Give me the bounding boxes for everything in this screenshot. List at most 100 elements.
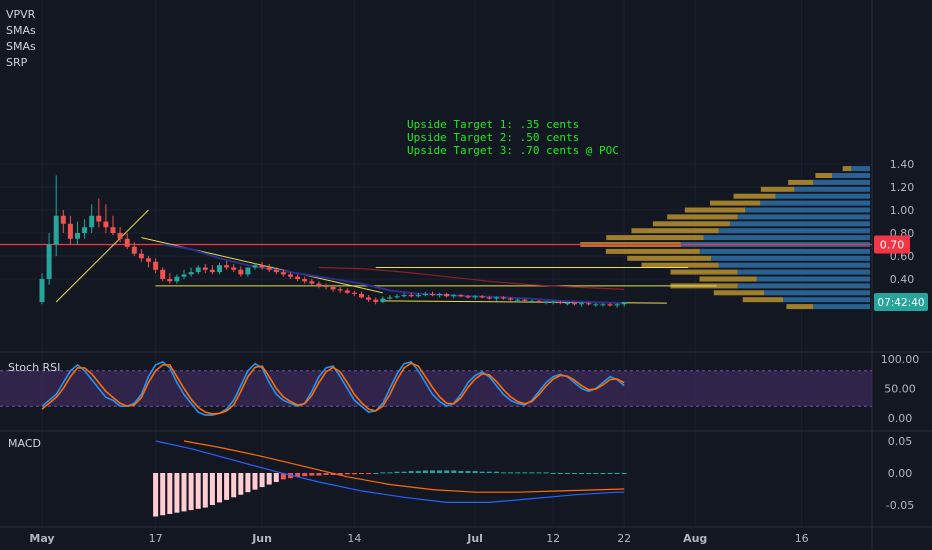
vp-bar-up <box>794 186 870 192</box>
candle-body <box>309 281 315 284</box>
macd-hist-bar <box>238 473 244 495</box>
countdown-tag <box>874 293 928 311</box>
macd-hist-bar <box>295 473 301 477</box>
candle-body <box>522 299 528 301</box>
macd-hist-bar <box>493 471 499 473</box>
vp-bar-up <box>832 173 870 178</box>
candle-body <box>153 261 159 270</box>
macd-hist-bar <box>522 472 528 474</box>
candle-body <box>89 215 95 228</box>
candle-body <box>479 296 485 298</box>
macd-hist-bar <box>245 473 251 493</box>
candle-body <box>124 238 130 247</box>
time-tick-label: 22 <box>617 532 631 545</box>
indicator-srp[interactable]: SRP <box>6 56 28 69</box>
candle-body <box>252 265 258 268</box>
candle-body <box>245 267 251 275</box>
candlesticks[interactable] <box>39 175 627 308</box>
vp-bar-down <box>670 269 738 275</box>
candle-body <box>593 304 599 306</box>
vp-bar-up <box>718 228 870 234</box>
candle-body <box>316 283 322 286</box>
indicator-vpvr[interactable]: VPVR <box>6 8 36 21</box>
time-tick-label: Jul <box>466 532 483 545</box>
macd-hist-bar <box>217 473 222 503</box>
macd-hist-bar <box>437 470 443 473</box>
macd-hist-bar <box>444 470 450 473</box>
price-axis[interactable]: 1.401.201.000.800.600.400.7007:42:40100.… <box>874 158 928 512</box>
vp-bar-down <box>605 248 700 254</box>
vp-bar-down <box>815 173 833 178</box>
candle-body <box>231 267 237 270</box>
macd-hist-bar <box>422 470 428 473</box>
macd-hist-bar <box>188 473 194 511</box>
vp-bar-up <box>745 207 870 213</box>
candle-body <box>387 297 393 299</box>
vp-bar-down <box>709 200 761 206</box>
stoch-tick-label: 0.00 <box>888 412 913 425</box>
upside-target-3: Upside Target 3: .70 cents @ POC <box>407 144 619 157</box>
candle-body <box>451 295 457 297</box>
vp-bar-up <box>718 262 870 268</box>
macd-pane <box>153 440 627 517</box>
signal-line <box>183 440 625 493</box>
candle-body <box>444 293 450 297</box>
candle-body <box>266 267 272 270</box>
macd-hist-bar <box>593 473 599 474</box>
candle-body <box>508 298 514 300</box>
stoch-rsi-pane <box>0 360 872 416</box>
macd-label[interactable]: MACD <box>8 437 41 450</box>
candle-body <box>259 265 265 268</box>
macd-hist-bar <box>472 471 478 473</box>
candle-body <box>302 279 308 282</box>
macd-hist-bar <box>401 471 407 473</box>
candle-body <box>557 302 563 304</box>
vp-bar-up <box>711 255 870 261</box>
macd-hist-bar <box>174 473 180 513</box>
candle-body <box>131 246 137 254</box>
stoch-rsi-label[interactable]: Stoch RSI <box>8 361 61 374</box>
vp-bar-up <box>813 179 870 185</box>
macd-hist-bar <box>366 473 372 474</box>
candle-body <box>437 293 443 296</box>
candle-body <box>323 285 329 288</box>
upside-target-2: Upside Target 2: .50 cents <box>407 131 580 144</box>
macd-hist-bar <box>600 473 606 474</box>
candle-body <box>46 244 52 279</box>
macd-hist-bar <box>621 473 627 474</box>
candle-body <box>288 274 293 277</box>
macd-hist-bar <box>202 473 208 508</box>
candle-body <box>103 221 109 228</box>
candle-body <box>515 299 521 301</box>
vp-bar-down <box>641 262 719 268</box>
vp-bar-down <box>788 179 814 185</box>
sma-long-line <box>318 266 625 290</box>
vp-bar-down <box>760 186 795 192</box>
candle-body <box>209 269 215 273</box>
time-axis[interactable]: May 17 Jun 14 Jul 12 22 Aug 16 <box>29 532 808 545</box>
candle-body <box>394 296 400 298</box>
candle-body <box>181 274 187 277</box>
macd-tick-label: 0.00 <box>888 467 913 480</box>
time-tick-label: May <box>29 532 54 545</box>
candle-body <box>53 215 59 245</box>
macd-hist-bar <box>572 473 577 474</box>
red-level-tag-label: 0.70 <box>880 239 905 252</box>
macd-hist-bar <box>259 473 265 488</box>
indicator-smas-1[interactable]: SMAs <box>6 24 36 37</box>
macd-hist-bar <box>195 473 201 509</box>
sma-short-line <box>162 243 625 305</box>
vp-bar-down <box>667 214 738 220</box>
candle-body <box>188 272 194 275</box>
macd-hist-bar <box>458 471 464 473</box>
candle-body <box>366 297 372 300</box>
candle-body <box>472 296 478 298</box>
time-tick-label: 12 <box>546 532 560 545</box>
vp-bar-down <box>631 228 719 234</box>
vp-bar-up <box>756 276 870 282</box>
candle-body <box>579 303 585 305</box>
upside-targets-annotation: Upside Target 1: .35 cents Upside Target… <box>407 118 619 157</box>
macd-hist-bar <box>564 473 570 474</box>
indicator-smas-2[interactable]: SMAs <box>6 40 36 53</box>
